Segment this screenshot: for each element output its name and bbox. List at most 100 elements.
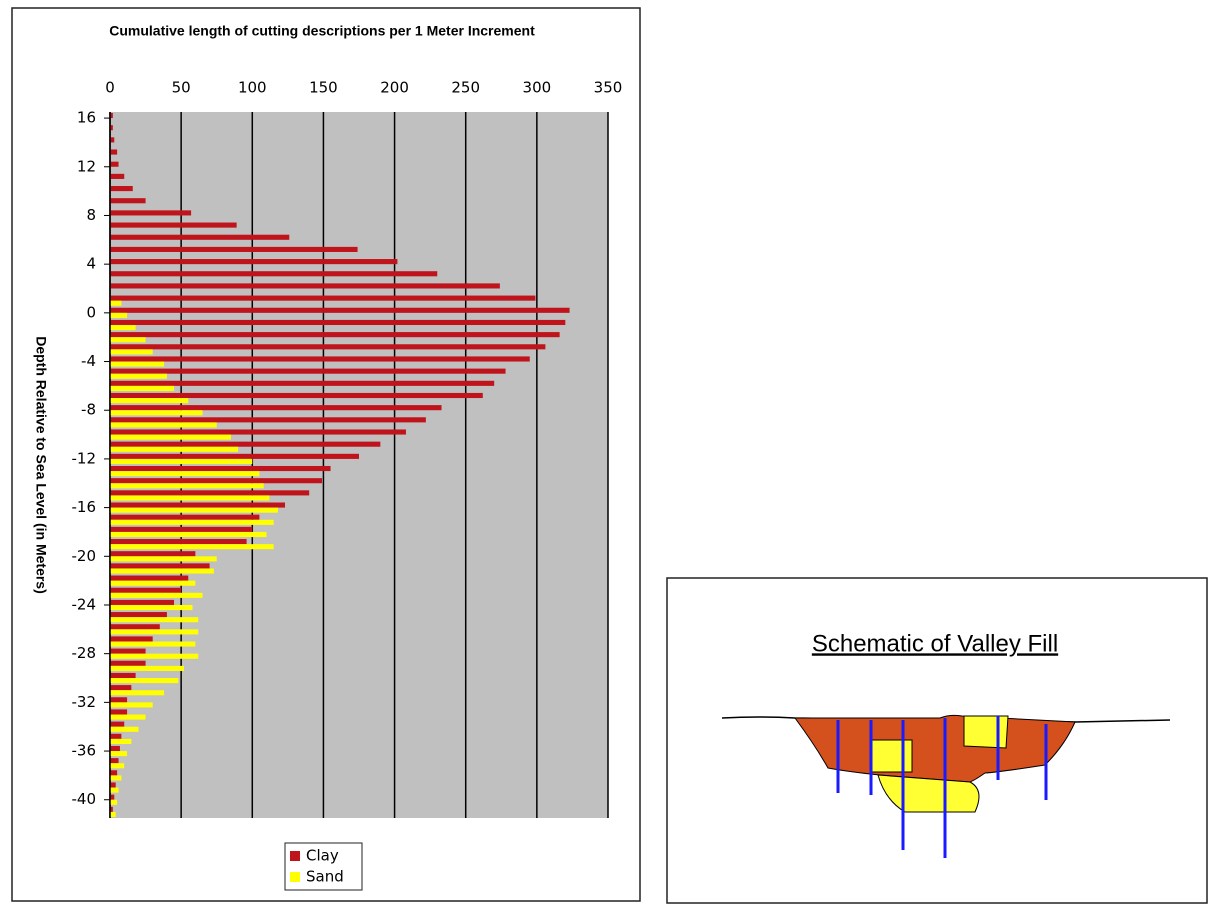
- bar: [110, 539, 247, 545]
- bar: [110, 660, 146, 666]
- legend-label: Sand: [306, 868, 344, 886]
- bar: [110, 490, 310, 496]
- bar: [110, 745, 120, 752]
- bar: [110, 794, 115, 800]
- bar: [110, 612, 167, 618]
- y-axis-title: Depth Relative to Sea Level (in Meters): [33, 336, 49, 594]
- boreholes: [836, 716, 1048, 858]
- bar: [110, 259, 398, 265]
- bar: [110, 495, 270, 501]
- y-tick-label: -8: [81, 401, 96, 419]
- sand-lens-left: [869, 739, 913, 773]
- chart-title: Cumulative length of cutting description…: [109, 23, 535, 39]
- bar: [110, 368, 506, 374]
- bar: [110, 344, 546, 350]
- bar: [110, 222, 237, 228]
- bar: [110, 799, 118, 805]
- bar: [110, 186, 133, 192]
- bar: [110, 465, 331, 472]
- bar: [110, 758, 119, 764]
- bar: [110, 763, 125, 769]
- bar: [110, 733, 122, 739]
- legend-swatch: [290, 851, 300, 861]
- y-tick-label: -36: [72, 742, 97, 760]
- bar: [110, 507, 278, 513]
- bar: [110, 417, 426, 423]
- bar: [110, 478, 323, 484]
- bar: [110, 471, 260, 477]
- bar: [110, 551, 196, 557]
- y-tick-label: -28: [72, 644, 97, 662]
- bar: [110, 405, 442, 411]
- bar: [110, 429, 406, 435]
- bar: [110, 502, 286, 508]
- bar: [110, 787, 119, 793]
- bar: [110, 665, 184, 671]
- bar: [110, 441, 381, 447]
- sand-lens-right: [963, 715, 1009, 749]
- bar: [110, 599, 175, 605]
- bar: [110, 398, 189, 404]
- bar: [110, 592, 203, 598]
- bar: [110, 697, 128, 703]
- bar: [110, 775, 122, 781]
- bar: [110, 483, 264, 489]
- bar: [110, 806, 113, 812]
- bar: [110, 410, 203, 416]
- bar: [110, 653, 199, 659]
- bar: [110, 446, 239, 452]
- legend: Clay Sand: [284, 842, 363, 891]
- bar: [110, 563, 210, 569]
- x-tick-label: 0: [105, 79, 115, 97]
- bar: [110, 514, 260, 520]
- bar: [110, 422, 217, 428]
- x-tick-label: 350: [594, 79, 623, 97]
- bar: [110, 112, 113, 119]
- y-tick-label: -16: [72, 498, 97, 516]
- bar: [110, 283, 500, 289]
- bar: [110, 648, 146, 654]
- bar: [110, 738, 132, 744]
- bar: [110, 434, 231, 440]
- x-tick-label: 100: [238, 79, 267, 97]
- bar: [110, 575, 189, 581]
- bar: [110, 361, 165, 367]
- y-tick-label: 8: [86, 206, 96, 224]
- bar: [110, 271, 438, 277]
- bar: [110, 312, 128, 318]
- y-tick-label: -40: [72, 790, 97, 808]
- schematic-title: Schematic of Valley Fill: [812, 630, 1058, 657]
- bar: [110, 641, 196, 647]
- plot-background: [110, 112, 608, 818]
- legend-swatch: [290, 872, 300, 882]
- bar: [110, 556, 217, 562]
- bar: [110, 337, 146, 343]
- y-tick-label: 4: [86, 255, 96, 273]
- bar: [110, 385, 175, 391]
- bar: [110, 295, 536, 301]
- bar: [110, 709, 128, 715]
- bar: [110, 770, 118, 776]
- bar: [110, 526, 253, 532]
- bar: [110, 356, 530, 362]
- bar: [110, 453, 359, 459]
- bar: [110, 161, 119, 167]
- bar: [110, 726, 139, 732]
- bar: [110, 604, 193, 611]
- bar: [110, 624, 160, 630]
- y-tick-label: -20: [72, 547, 97, 565]
- bar: [110, 531, 267, 538]
- bar: [110, 702, 153, 708]
- bar: [110, 580, 196, 586]
- bar: [110, 672, 136, 679]
- bar: [110, 782, 116, 788]
- bar: [110, 636, 153, 642]
- y-tick-label: 16: [77, 109, 96, 127]
- bar: [110, 332, 560, 338]
- bar: [110, 325, 136, 331]
- bar: [110, 349, 153, 355]
- bar: [110, 234, 290, 240]
- legend-box: [284, 842, 363, 891]
- bar: [110, 751, 128, 757]
- bar: [110, 210, 192, 216]
